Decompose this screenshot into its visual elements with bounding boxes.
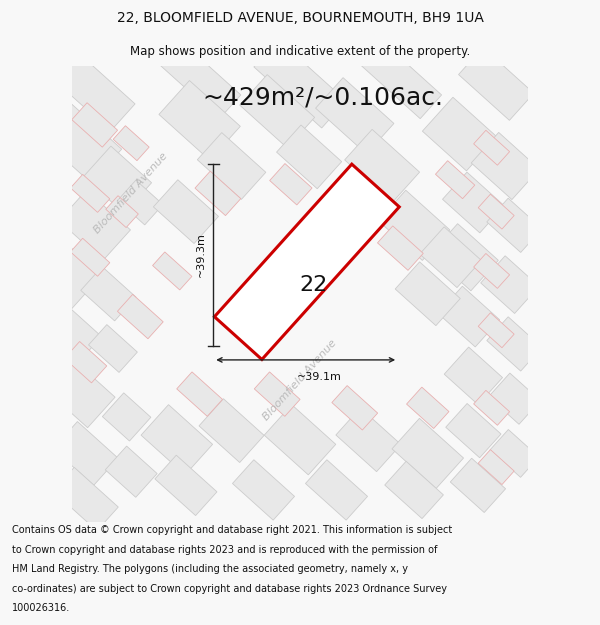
Polygon shape bbox=[478, 194, 514, 229]
Polygon shape bbox=[392, 418, 464, 489]
Polygon shape bbox=[199, 399, 264, 462]
Polygon shape bbox=[473, 254, 509, 288]
Polygon shape bbox=[70, 174, 110, 213]
Polygon shape bbox=[378, 190, 450, 261]
Polygon shape bbox=[155, 455, 217, 516]
Polygon shape bbox=[420, 227, 481, 288]
Polygon shape bbox=[254, 372, 300, 416]
Text: 22, BLOOMFIELD AVENUE, BOURNEMOUTH, BH9 1UA: 22, BLOOMFIELD AVENUE, BOURNEMOUTH, BH9 … bbox=[116, 11, 484, 26]
Polygon shape bbox=[264, 404, 336, 475]
Polygon shape bbox=[481, 256, 539, 314]
Polygon shape bbox=[346, 171, 391, 216]
Polygon shape bbox=[24, 232, 102, 309]
Text: 22: 22 bbox=[299, 274, 328, 294]
Polygon shape bbox=[53, 421, 118, 486]
Polygon shape bbox=[106, 196, 139, 228]
Polygon shape bbox=[478, 312, 514, 348]
Text: Contains OS data © Crown copyright and database right 2021. This information is : Contains OS data © Crown copyright and d… bbox=[12, 525, 452, 535]
Polygon shape bbox=[195, 171, 241, 216]
Text: Bloomfield Avenue: Bloomfield Avenue bbox=[261, 338, 339, 422]
Polygon shape bbox=[118, 294, 163, 339]
Polygon shape bbox=[254, 40, 346, 128]
Polygon shape bbox=[487, 198, 542, 252]
Polygon shape bbox=[40, 103, 122, 183]
Polygon shape bbox=[438, 286, 500, 347]
Polygon shape bbox=[487, 317, 542, 371]
Polygon shape bbox=[336, 408, 401, 472]
Polygon shape bbox=[377, 226, 423, 271]
Polygon shape bbox=[59, 190, 130, 261]
Polygon shape bbox=[33, 297, 101, 364]
Polygon shape bbox=[478, 449, 514, 484]
Polygon shape bbox=[118, 180, 163, 225]
Text: to Crown copyright and database rights 2023 and is reproduced with the permissio: to Crown copyright and database rights 2… bbox=[12, 544, 437, 554]
Polygon shape bbox=[81, 267, 136, 321]
Polygon shape bbox=[385, 461, 443, 519]
Text: co-ordinates) are subject to Crown copyright and database rights 2023 Ordnance S: co-ordinates) are subject to Crown copyr… bbox=[12, 584, 447, 594]
Polygon shape bbox=[197, 132, 266, 199]
Polygon shape bbox=[344, 129, 419, 202]
Polygon shape bbox=[64, 341, 107, 383]
Polygon shape bbox=[83, 146, 152, 213]
Polygon shape bbox=[103, 393, 151, 441]
Polygon shape bbox=[443, 172, 504, 233]
Text: ~39.1m: ~39.1m bbox=[297, 372, 342, 382]
Polygon shape bbox=[154, 180, 218, 244]
Polygon shape bbox=[89, 324, 137, 372]
Polygon shape bbox=[471, 132, 539, 199]
Text: Bloomfield Avenue: Bloomfield Avenue bbox=[92, 151, 170, 236]
Polygon shape bbox=[269, 164, 312, 205]
Polygon shape bbox=[450, 458, 506, 512]
Polygon shape bbox=[407, 387, 449, 429]
Polygon shape bbox=[359, 40, 442, 119]
Polygon shape bbox=[488, 373, 541, 424]
Text: HM Land Registry. The polygons (including the associated geometry, namely x, y: HM Land Registry. The polygons (includin… bbox=[12, 564, 408, 574]
Polygon shape bbox=[36, 37, 135, 131]
Polygon shape bbox=[158, 40, 241, 119]
Polygon shape bbox=[214, 164, 399, 359]
Polygon shape bbox=[430, 224, 499, 291]
Polygon shape bbox=[159, 81, 241, 160]
Text: ~39.3m: ~39.3m bbox=[196, 232, 206, 278]
Text: ~429m²/~0.106ac.: ~429m²/~0.106ac. bbox=[202, 86, 443, 109]
Polygon shape bbox=[473, 391, 509, 425]
Polygon shape bbox=[141, 404, 212, 475]
Polygon shape bbox=[473, 130, 509, 165]
Polygon shape bbox=[395, 262, 460, 326]
Polygon shape bbox=[277, 125, 341, 189]
Polygon shape bbox=[446, 404, 501, 458]
Polygon shape bbox=[458, 48, 534, 121]
Polygon shape bbox=[105, 446, 157, 498]
Polygon shape bbox=[152, 252, 192, 290]
Polygon shape bbox=[332, 386, 377, 430]
Polygon shape bbox=[53, 468, 118, 531]
Polygon shape bbox=[177, 372, 223, 416]
Polygon shape bbox=[436, 161, 475, 199]
Polygon shape bbox=[316, 78, 394, 154]
Polygon shape bbox=[444, 347, 503, 405]
Text: Map shows position and indicative extent of the property.: Map shows position and indicative extent… bbox=[130, 45, 470, 58]
Polygon shape bbox=[113, 126, 149, 161]
Polygon shape bbox=[72, 102, 118, 147]
Polygon shape bbox=[47, 361, 115, 428]
Polygon shape bbox=[240, 74, 314, 148]
Polygon shape bbox=[490, 429, 539, 478]
Polygon shape bbox=[305, 460, 368, 520]
Text: 100026316.: 100026316. bbox=[12, 603, 70, 613]
Polygon shape bbox=[232, 460, 295, 520]
Polygon shape bbox=[70, 238, 110, 276]
Polygon shape bbox=[422, 98, 497, 171]
